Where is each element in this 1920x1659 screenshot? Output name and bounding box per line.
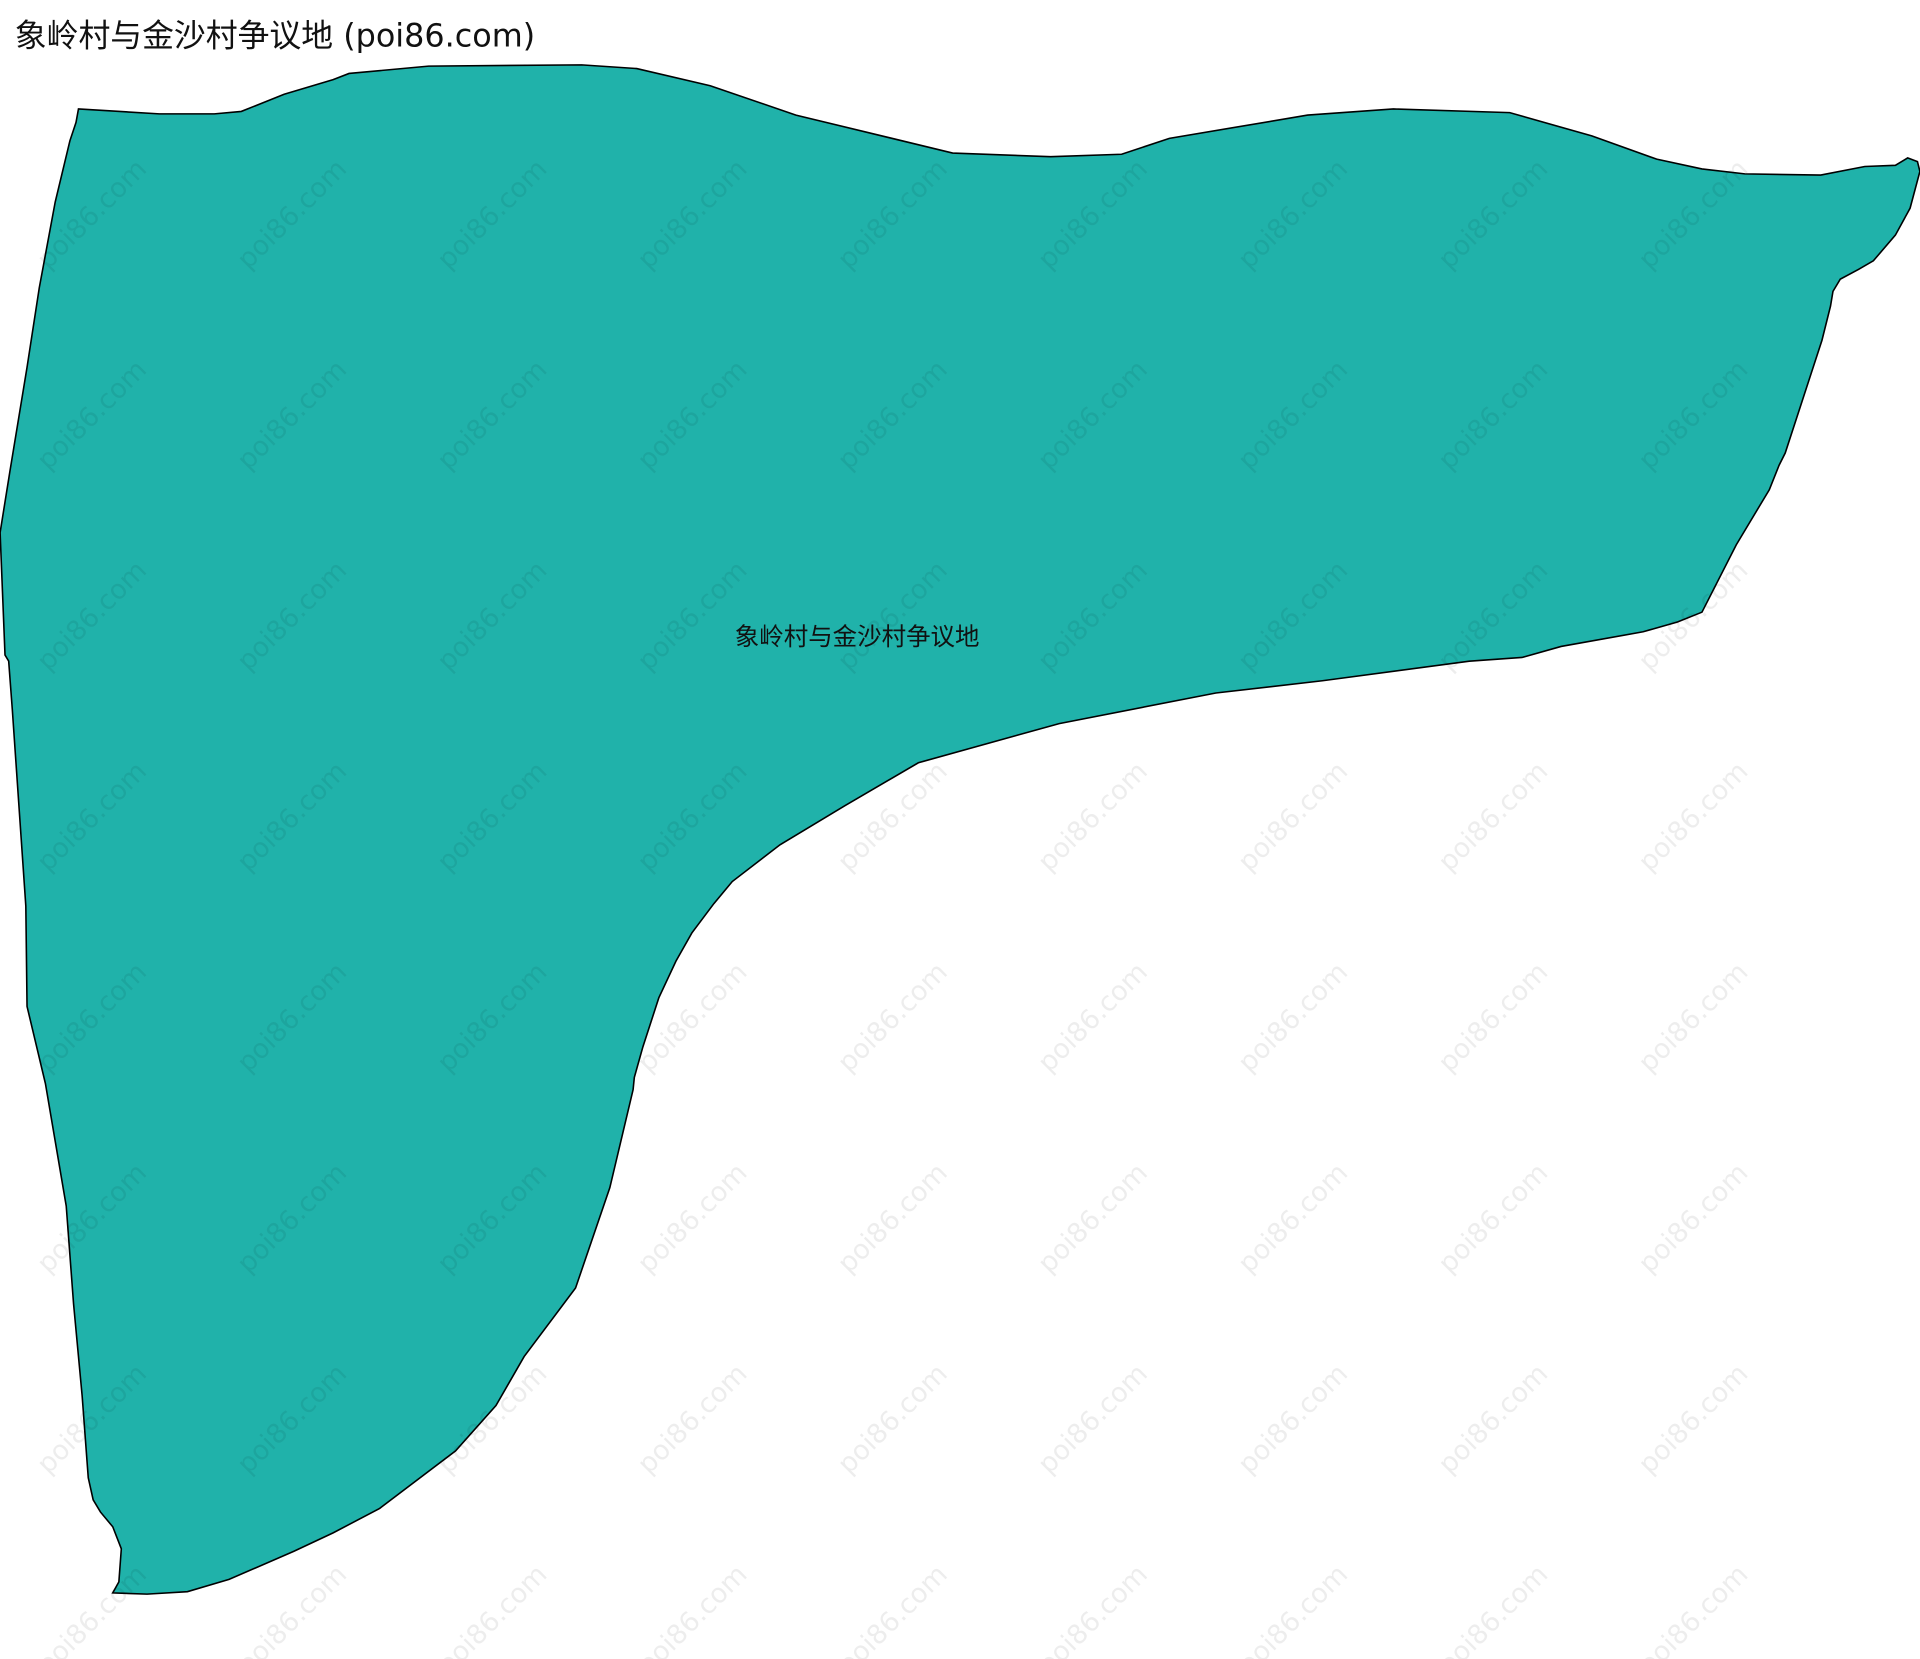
map-title: 象岭村与金沙村争议地 (poi86.com) [15, 17, 535, 55]
watermark-text: poi86.com [1633, 957, 1755, 1079]
watermark-text: poi86.com [632, 1358, 754, 1480]
watermark-text: poi86.com [231, 1559, 353, 1659]
watermark-text: poi86.com [1432, 1559, 1554, 1659]
watermark-text: poi86.com [1232, 957, 1354, 1079]
watermark-text: poi86.com [832, 1559, 954, 1659]
watermark-text: poi86.com [1633, 1358, 1755, 1480]
watermark-text: poi86.com [1432, 1157, 1554, 1279]
watermark-text: poi86.com [1032, 957, 1154, 1079]
watermark-text: poi86.com [1032, 1559, 1154, 1659]
watermark-text: poi86.com [1633, 1559, 1755, 1659]
watermark-text: poi86.com [832, 957, 954, 1079]
watermark-text: poi86.com [1232, 1559, 1354, 1659]
watermark-text: poi86.com [431, 1559, 553, 1659]
watermark-text: poi86.com [1232, 1157, 1354, 1279]
watermark-text: poi86.com [632, 1157, 754, 1279]
watermark-text: poi86.com [832, 1157, 954, 1279]
watermark-text: poi86.com [1032, 756, 1154, 878]
watermark-text: poi86.com [632, 1559, 754, 1659]
watermark-text: poi86.com [1633, 1157, 1755, 1279]
watermark-text: poi86.com [1232, 756, 1354, 878]
region-polygon[interactable] [0, 64, 1920, 1595]
watermark-text: poi86.com [1432, 756, 1554, 878]
watermark-text: poi86.com [832, 1358, 954, 1480]
watermark-text: poi86.com [1032, 1157, 1154, 1279]
watermark-text: poi86.com [1232, 1358, 1354, 1480]
watermark-text: poi86.com [1032, 1358, 1154, 1480]
watermark-text: poi86.com [31, 1559, 153, 1659]
watermark-text: poi86.com [1432, 957, 1554, 1079]
watermark-text: poi86.com [1633, 756, 1755, 878]
watermark-text: poi86.com [1432, 1358, 1554, 1480]
region-label: 象岭村与金沙村争议地 [735, 622, 980, 651]
